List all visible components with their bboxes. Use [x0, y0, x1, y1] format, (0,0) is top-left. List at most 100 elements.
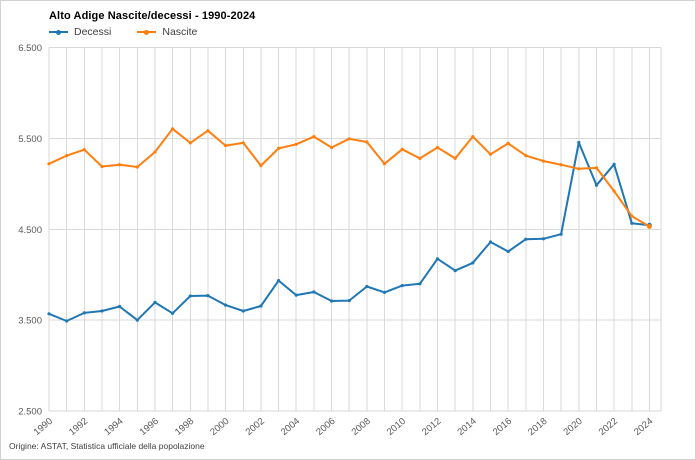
series-point-decessi [471, 261, 475, 265]
series-point-nascite [559, 163, 563, 167]
source-note: Origine: ASTAT, Statistica ufficiale del… [9, 441, 205, 451]
series-point-decessi [206, 294, 210, 298]
series-point-decessi [153, 300, 157, 304]
series-point-nascite [65, 154, 69, 158]
series-point-decessi [524, 237, 528, 241]
x-tick-label: 2024 [632, 416, 655, 438]
series-point-decessi [171, 311, 175, 315]
chart-legend: Decessi Nascite [49, 26, 197, 38]
series-point-decessi [435, 257, 440, 261]
x-tick-label: 2020 [561, 416, 584, 438]
series-point-decessi [488, 240, 493, 244]
series-point-decessi [118, 304, 122, 309]
x-tick-label: 2022 [597, 416, 620, 438]
series-point-nascite [435, 145, 440, 150]
legend-marker-nascite-icon [137, 29, 157, 35]
series-point-nascite [241, 141, 245, 145]
series-point-nascite [47, 162, 51, 166]
series-point-decessi [559, 232, 563, 236]
series-point-decessi [382, 290, 387, 294]
series-point-nascite [188, 141, 192, 145]
x-tick-label: 2004 [279, 416, 302, 438]
x-tick-label: 1992 [67, 416, 90, 438]
x-tick-label: 2010 [385, 416, 408, 438]
y-tick-label: 3.500 [18, 316, 42, 327]
series-point-decessi [277, 279, 281, 283]
series-point-nascite [418, 156, 422, 160]
y-tick-label: 4.500 [18, 225, 42, 236]
series-point-decessi [400, 284, 404, 288]
series-point-nascite [82, 148, 86, 152]
series-point-decessi [135, 318, 139, 322]
series-point-decessi [630, 221, 634, 225]
series-point-decessi [577, 140, 581, 145]
series-point-nascite [330, 145, 334, 150]
series-point-nascite [541, 159, 546, 163]
series-point-decessi [224, 303, 228, 307]
legend-label-nascite: Nascite [162, 26, 198, 38]
series-point-decessi [612, 162, 616, 166]
series-point-nascite [612, 189, 616, 193]
series-point-nascite [224, 144, 228, 148]
series-point-nascite [312, 135, 316, 139]
series-point-nascite [453, 156, 457, 160]
series-point-decessi [453, 269, 457, 273]
series-point-nascite [365, 140, 369, 144]
legend-item-nascite: Nascite [137, 26, 197, 38]
x-tick-label: 2006 [314, 416, 337, 438]
series-point-decessi [188, 294, 192, 298]
series-point-nascite [153, 150, 157, 154]
series-point-nascite [277, 146, 281, 150]
x-tick-label: 2008 [350, 416, 373, 438]
series-point-nascite [630, 214, 634, 218]
series-point-decessi [294, 293, 298, 297]
x-tick-label: 1996 [138, 416, 161, 438]
x-tick-label: 2002 [244, 416, 267, 438]
series-point-decessi [347, 299, 351, 303]
y-tick-label: 5.500 [18, 134, 42, 145]
x-tick-label: 1994 [102, 416, 125, 438]
x-tick-label: 1990 [32, 416, 55, 438]
series-point-decessi [365, 284, 369, 289]
series-point-nascite [118, 163, 122, 167]
y-tick-label: 2.500 [18, 407, 42, 418]
x-tick-label: 2012 [420, 416, 443, 438]
series-point-nascite [347, 137, 351, 141]
series-point-nascite [100, 164, 104, 169]
series-point-nascite [524, 154, 528, 158]
legend-item-decessi: Decessi [49, 26, 111, 38]
series-point-nascite [294, 142, 298, 146]
series-point-nascite [577, 167, 581, 171]
legend-label-decessi: Decessi [74, 26, 112, 38]
y-tick-label: 6.500 [18, 43, 42, 54]
x-tick-label: 2016 [491, 416, 514, 438]
series-point-decessi [259, 304, 263, 308]
series-point-decessi [312, 290, 316, 294]
series-point-nascite [647, 224, 652, 229]
series-point-nascite [506, 141, 510, 145]
series-point-decessi [47, 312, 51, 316]
series-point-nascite [259, 164, 263, 168]
series-point-decessi [418, 282, 422, 286]
series-point-nascite [594, 166, 599, 170]
series-point-decessi [65, 319, 69, 323]
x-tick-label: 2000 [208, 416, 231, 438]
chart-title: Alto Adige Nascite/decessi - 1990-2024 [49, 10, 256, 22]
series-point-decessi [541, 237, 546, 241]
series-point-nascite [488, 152, 493, 156]
series-point-decessi [330, 299, 334, 303]
series-point-nascite [206, 129, 210, 133]
series-point-nascite [400, 147, 404, 151]
series-point-decessi [241, 309, 245, 313]
series-point-nascite [471, 135, 475, 139]
x-tick-label: 2014 [455, 416, 478, 438]
x-tick-label: 1998 [173, 416, 196, 438]
series-point-decessi [594, 183, 599, 187]
series-point-nascite [171, 127, 175, 131]
series-point-decessi [506, 249, 510, 254]
series-point-nascite [135, 165, 139, 169]
series-point-nascite [382, 162, 387, 166]
legend-marker-decessi-icon [49, 29, 68, 35]
